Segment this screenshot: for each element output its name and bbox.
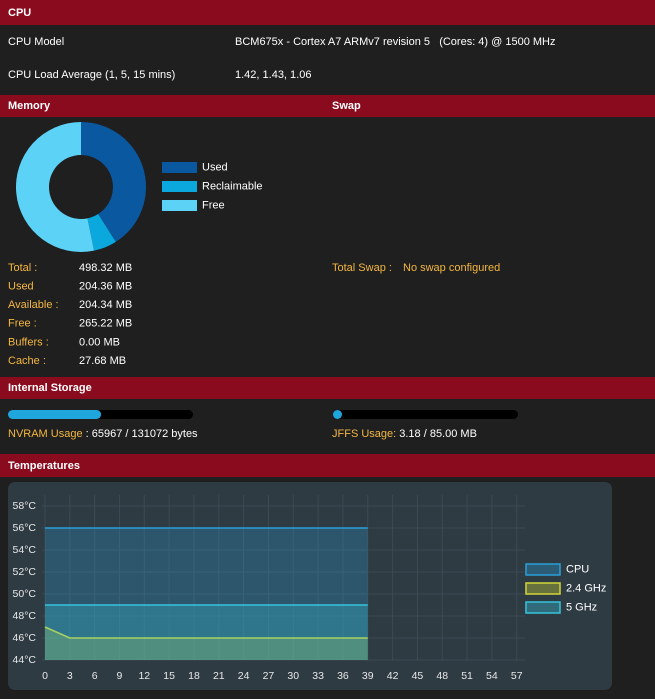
row-label: Available :	[8, 299, 59, 311]
x-tick-label: 12	[138, 670, 150, 682]
header-band	[0, 0, 655, 25]
value: : 65967 / 131072 bytes	[83, 428, 198, 440]
row-value: 265.22 MB	[79, 318, 132, 330]
x-tick-label: 39	[362, 670, 374, 682]
x-tick-label: 18	[188, 670, 200, 682]
row-value: 498.32 MB	[79, 262, 132, 274]
y-tick-label: 52°C	[13, 566, 37, 578]
x-tick-label: 51	[461, 670, 473, 682]
legend-swatch	[525, 601, 561, 614]
donut-slice	[15, 122, 95, 253]
row-label: CPU Load Average (1, 5, 15 mins)	[8, 69, 175, 81]
x-tick-label: 30	[287, 670, 299, 682]
section-title: CPU	[8, 7, 31, 19]
x-tick-label: 0	[42, 670, 48, 682]
x-tick-label: 45	[412, 670, 424, 682]
usage-track	[333, 410, 518, 419]
header-band	[0, 377, 655, 399]
section-title: Temperatures	[8, 460, 80, 472]
donut-slice	[81, 122, 147, 242]
x-tick-label: 15	[163, 670, 175, 682]
jffs-usage: JFFS Usage: 3.18 / 85.00 MB	[332, 428, 477, 440]
legend-swatch	[525, 563, 561, 576]
x-tick-label: 33	[312, 670, 324, 682]
legend-label: Reclaimable	[202, 180, 263, 192]
legend-label: 5 GHz	[566, 601, 597, 613]
section-title: Memory	[8, 100, 51, 112]
header-band	[0, 95, 655, 117]
row-label: Total Swap :	[332, 262, 392, 274]
x-tick-label: 42	[387, 670, 399, 682]
row-value: 0.00 MB	[79, 336, 120, 348]
series-area	[45, 605, 368, 660]
row-label: Used	[8, 281, 34, 293]
x-tick-label: 57	[511, 670, 523, 682]
legend-swatch	[162, 181, 197, 192]
row-label: Cache :	[8, 355, 46, 367]
x-tick-label: 21	[213, 670, 225, 682]
series-area	[45, 528, 368, 660]
value: 3.18 / 85.00 MB	[396, 428, 477, 440]
row-label: CPU Model	[8, 36, 64, 48]
x-tick-label: 9	[117, 670, 123, 682]
section-title: Internal Storage	[8, 382, 92, 394]
legend-swatch	[162, 200, 197, 211]
y-tick-label: 48°C	[13, 610, 37, 622]
header-band	[0, 454, 655, 477]
row-label: Buffers :	[8, 336, 49, 348]
usage-bar	[333, 410, 342, 419]
legend-swatch	[162, 162, 197, 173]
section-title: Swap	[332, 100, 361, 112]
usage-bar	[8, 410, 102, 419]
row-value: No swap configured	[403, 262, 500, 274]
row-value: 204.36 MB	[79, 281, 132, 293]
label: JFFS Usage:	[332, 428, 396, 440]
legend-label: 2.4 GHz	[566, 582, 606, 594]
y-tick-label: 58°C	[13, 500, 37, 512]
legend-label: Used	[202, 161, 228, 173]
legend-swatch	[525, 582, 561, 595]
row-value: 27.68 MB	[79, 355, 126, 367]
y-tick-label: 56°C	[13, 522, 37, 534]
row-value: 1.42, 1.43, 1.06	[235, 69, 311, 81]
y-tick-label: 54°C	[13, 544, 37, 556]
x-tick-label: 3	[67, 670, 73, 682]
row-label: Free :	[8, 318, 37, 330]
y-tick-label: 46°C	[13, 632, 37, 644]
label: NVRAM Usage	[8, 428, 83, 440]
row-value: BCM675x - Cortex A7 ARMv7 revision 5 (Co…	[235, 36, 556, 48]
row-value: 204.34 MB	[79, 299, 132, 311]
y-tick-label: 50°C	[13, 588, 37, 600]
x-tick-label: 24	[238, 670, 250, 682]
x-tick-label: 6	[92, 670, 98, 682]
nvram-usage: NVRAM Usage : 65967 / 131072 bytes	[8, 428, 198, 440]
legend-label: CPU	[566, 563, 589, 575]
row-label: Total :	[8, 262, 37, 274]
x-tick-label: 36	[337, 670, 349, 682]
x-tick-label: 27	[263, 670, 275, 682]
x-tick-label: 48	[436, 670, 448, 682]
x-tick-label: 54	[486, 670, 498, 682]
donut-slice	[87, 214, 116, 251]
series-line	[44, 626, 368, 639]
series-area	[45, 627, 368, 660]
y-tick-label: 44°C	[13, 654, 37, 666]
legend-label: Free	[202, 199, 225, 211]
